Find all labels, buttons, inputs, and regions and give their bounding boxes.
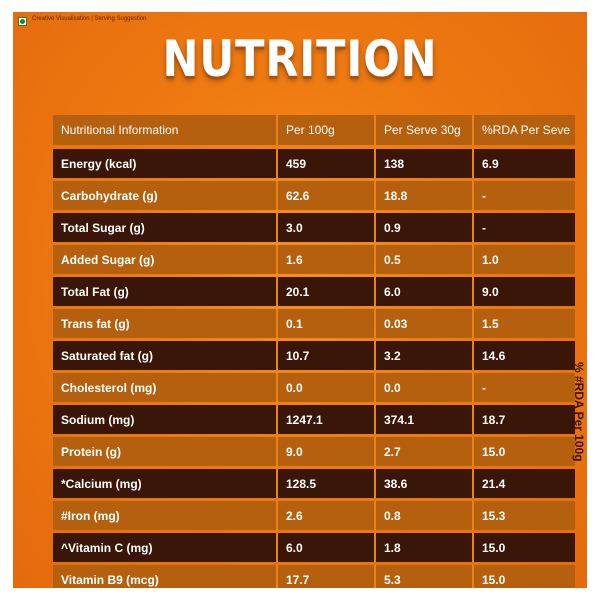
- cell-per-100g: 0.0: [276, 373, 374, 402]
- cell-nutrient: ^Vitamin C (mg): [61, 540, 153, 555]
- cell-per-100g: 2.6: [276, 501, 374, 530]
- table-row: ^Vitamin C (mg) 6.0 1.8 15.0: [53, 533, 575, 562]
- cell-per-serve: 3.2: [374, 341, 472, 370]
- cell-per-100g: 1.6: [276, 245, 374, 274]
- veg-symbol-icon: [18, 17, 27, 26]
- column-header-per-serve: Per Serve 30g: [374, 115, 472, 145]
- cell-nutrient: Energy (kcal): [61, 156, 137, 171]
- cell-nutrient: Cholesterol (mg): [61, 380, 157, 395]
- cell-per-serve: 18.8: [374, 181, 472, 210]
- cell-per-serve: 2.7: [374, 437, 472, 466]
- cell-nutrient: Total Fat (g): [61, 284, 129, 299]
- cell-rda: -: [472, 181, 575, 210]
- cell-per-100g: 17.7: [276, 565, 374, 588]
- cell-per-100g: 128.5: [276, 469, 374, 498]
- cell-per-serve: 0.9: [374, 213, 472, 242]
- table-row: Total Sugar (g) 3.0 0.9-: [53, 213, 575, 242]
- cell-rda: 18.7: [472, 405, 575, 434]
- cell-per-100g: 6.0: [276, 533, 374, 562]
- cell-per-100g: 1247.1: [276, 405, 374, 434]
- cell-per-100g: 20.1: [276, 277, 374, 306]
- table-row: Trans fat (g) 0.1 0.03 1.5: [53, 309, 575, 338]
- cell-per-serve: 138: [374, 149, 472, 178]
- table-row: Carbohydrate (g) 62.6 18.8-: [53, 181, 575, 210]
- cell-per-serve: 0.03: [374, 309, 472, 338]
- cell-rda: 15.0: [472, 437, 575, 466]
- cell-per-serve: 0.5: [374, 245, 472, 274]
- table-row: Protein (g) 9.0 2.7 15.0: [53, 437, 575, 466]
- cell-nutrient: Total Sugar (g): [61, 220, 145, 235]
- table-row: #Iron (mg) 2.6 0.8 15.3: [53, 501, 575, 530]
- table-row: Saturated fat (g) 10.7 3.2 14.6: [53, 341, 575, 370]
- cell-rda: 15.0: [472, 565, 575, 588]
- cell-nutrient: #Iron (mg): [61, 508, 120, 523]
- cell-per-100g: 9.0: [276, 437, 374, 466]
- cell-per-serve: 5.3: [374, 565, 472, 588]
- cell-rda: 14.6: [472, 341, 575, 370]
- cell-per-serve: 374.1: [374, 405, 472, 434]
- nutrition-table: Nutritional Information Per 100g Per Ser…: [53, 115, 575, 588]
- column-header-rda: %RDA Per Seve: [472, 115, 575, 145]
- cell-per-100g: 0.1: [276, 309, 374, 338]
- cell-per-serve: 0.8: [374, 501, 472, 530]
- table-row: Cholesterol (mg) 0.0 0.0-: [53, 373, 575, 402]
- table-body: Energy (kcal) 459 138 6.9 Carbohydrate (g) 62…: [53, 149, 575, 588]
- side-note: % #RDA Per 100g: [572, 362, 586, 462]
- cell-per-100g: 10.7: [276, 341, 374, 370]
- table-row: *Calcium (mg) 128.5 38.6 21.4: [53, 469, 575, 498]
- cell-rda: 1.0: [472, 245, 575, 274]
- cell-nutrient: *Calcium (mg): [61, 476, 142, 491]
- table-row: Added Sugar (g) 1.6 0.5 1.0: [53, 245, 575, 274]
- table-row: Total Fat (g) 20.1 6.0 9.0: [53, 277, 575, 306]
- page-title: NUTRITION: [162, 30, 438, 88]
- table-row: Sodium (mg) 1247.1 374.1 18.7: [53, 405, 575, 434]
- cell-rda: 15.3: [472, 501, 575, 530]
- cell-nutrient: Added Sugar (g): [61, 252, 155, 267]
- cell-nutrient: Protein (g): [61, 444, 121, 459]
- cell-nutrient: Saturated fat (g): [61, 348, 154, 363]
- cell-nutrient: Carbohydrate (g): [61, 188, 158, 203]
- cell-per-100g: 3.0: [276, 213, 374, 242]
- cell-rda: -: [472, 373, 575, 402]
- column-header-nutrient: Nutritional Information: [61, 123, 179, 137]
- column-header-per-100g: Per 100g: [276, 115, 374, 145]
- cell-rda: 6.9: [472, 149, 575, 178]
- cell-nutrient: Vitamin B9 (mcg): [61, 572, 159, 587]
- table-header-row: Nutritional Information Per 100g Per Ser…: [53, 115, 575, 145]
- cell-rda: 15.0: [472, 533, 575, 562]
- table-row: Energy (kcal) 459 138 6.9: [53, 149, 575, 178]
- cell-per-serve: 6.0: [374, 277, 472, 306]
- cell-per-serve: 1.8: [374, 533, 472, 562]
- table-row: Vitamin B9 (mcg) 17.7 5.3 15.0: [53, 565, 575, 588]
- cell-rda: 9.0: [472, 277, 575, 306]
- cell-rda: 1.5: [472, 309, 575, 338]
- cell-rda: 21.4: [472, 469, 575, 498]
- cell-nutrient: Sodium (mg): [61, 412, 135, 427]
- cell-per-serve: 0.0: [374, 373, 472, 402]
- cell-rda: -: [472, 213, 575, 242]
- nutrition-panel: Creative Visualisation | Serving Suggest…: [13, 12, 587, 588]
- cell-per-serve: 38.6: [374, 469, 472, 498]
- cell-per-100g: 62.6: [276, 181, 374, 210]
- cell-nutrient: Trans fat (g): [61, 316, 130, 331]
- cell-per-100g: 459: [276, 149, 374, 178]
- disclaimer-text: Creative Visualisation | Serving Suggest…: [32, 16, 147, 22]
